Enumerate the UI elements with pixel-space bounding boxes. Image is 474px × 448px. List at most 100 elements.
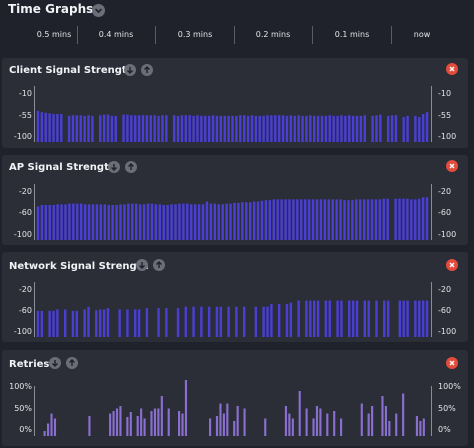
bar (60, 114, 63, 142)
bar (417, 198, 421, 240)
bar (386, 300, 390, 337)
bar (209, 203, 213, 240)
bar (388, 421, 391, 436)
bar (421, 197, 425, 240)
bar (142, 204, 146, 240)
y-tick-label: -100 (13, 132, 32, 141)
bar (285, 115, 289, 142)
bar (36, 206, 40, 240)
bar (188, 115, 191, 142)
bar (233, 421, 236, 436)
move-down-button[interactable] (124, 64, 136, 76)
bar (324, 300, 328, 337)
bar (193, 204, 197, 240)
bar (333, 411, 336, 436)
y-tick-label-right: -20 (438, 285, 452, 294)
bar (134, 115, 137, 142)
bar (348, 115, 351, 142)
bar (415, 416, 419, 436)
timeline-tick-label: 0.3 mins (177, 30, 213, 39)
bar (284, 199, 287, 240)
bar (184, 380, 188, 436)
move-up-button[interactable] (66, 357, 78, 369)
panel-title: AP Signal Strength (9, 162, 116, 173)
bar (344, 115, 347, 142)
bar (131, 203, 134, 240)
bar (176, 115, 180, 142)
y-tick-label: -100 (13, 230, 32, 239)
remove-panel-button[interactable] (446, 63, 458, 75)
bar (145, 115, 149, 142)
bar (126, 417, 129, 436)
chevron-down-icon (95, 8, 102, 13)
bar (209, 418, 212, 436)
bar (226, 403, 229, 436)
bar (242, 306, 246, 337)
bar (204, 115, 207, 142)
bar (223, 115, 226, 142)
move-down-button[interactable] (108, 161, 120, 173)
bar (366, 199, 370, 240)
remove-panel-button[interactable] (446, 160, 458, 172)
bar (276, 199, 279, 240)
y-tick-label: 50% (14, 404, 32, 413)
timeline-tick-label: 0.4 mins (98, 30, 134, 39)
bar (137, 115, 141, 142)
arrow-up-icon (156, 261, 162, 268)
bar (418, 117, 421, 142)
move-up-button[interactable] (125, 161, 137, 173)
move-down-button[interactable] (136, 259, 148, 271)
bar (157, 115, 160, 142)
bar (190, 204, 193, 240)
timeline-divider (155, 26, 156, 44)
bar (79, 115, 82, 142)
bar (419, 421, 422, 436)
bar (305, 408, 308, 436)
bar (83, 309, 86, 337)
panel-title: Retries (9, 359, 50, 370)
bar (264, 200, 268, 240)
left-axis (34, 86, 35, 142)
bar (343, 200, 346, 240)
timeline-axis: 0.5 mins 0.4 mins 0.3 mins 0.2 mins 0.1 … (0, 22, 474, 46)
bar (284, 406, 288, 436)
bar (52, 114, 55, 142)
bar (227, 115, 230, 142)
time-graphs-header: Time Graphs (0, 0, 474, 20)
bar (48, 113, 51, 142)
timeline-tick-label: now (413, 30, 431, 39)
bar (266, 115, 269, 142)
collapse-toggle-button[interactable] (92, 4, 105, 17)
bar (355, 115, 359, 142)
remove-panel-button[interactable] (446, 259, 458, 271)
move-up-button[interactable] (153, 259, 165, 271)
network-signal-strength-panel: Network Signal Strength -20 -60 -100 -20… (2, 252, 468, 342)
move-down-button[interactable] (49, 357, 61, 369)
bar (172, 115, 176, 142)
arrow-down-icon (127, 67, 133, 74)
y-tick-label: -10 (18, 89, 32, 98)
ap-signal-strength-panel: AP Signal Strength -20 -60 -100 -20 -60 … (2, 155, 468, 245)
bar (130, 115, 133, 142)
bar (406, 300, 409, 337)
bar (315, 199, 319, 240)
bar (367, 413, 370, 436)
bar (126, 114, 129, 142)
arrow-up-icon (128, 163, 134, 170)
bar (91, 204, 95, 240)
bar (227, 306, 230, 337)
bar (414, 199, 417, 240)
bar (217, 204, 220, 240)
bar (225, 203, 228, 240)
bar (309, 115, 312, 142)
bar (359, 199, 362, 240)
bar (371, 115, 374, 142)
bar (262, 115, 265, 142)
bar-plot (36, 300, 429, 337)
bar (215, 306, 219, 337)
bar (140, 408, 143, 436)
bar (44, 112, 47, 142)
remove-panel-button[interactable] (446, 357, 458, 369)
bar (348, 300, 351, 337)
move-up-button[interactable] (141, 64, 153, 76)
